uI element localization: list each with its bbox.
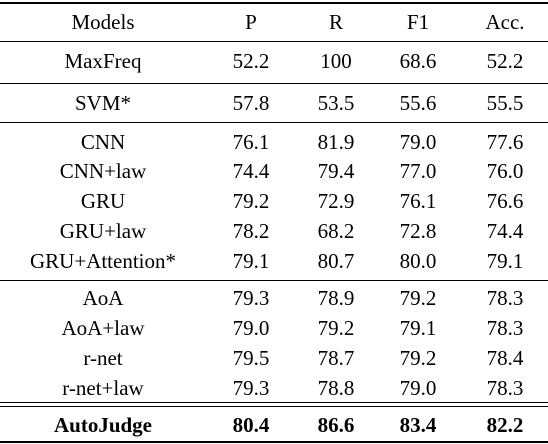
metric-value: 78.4	[486, 346, 524, 370]
metric-value: 79.0	[399, 130, 437, 154]
metric-value: 100	[320, 49, 352, 73]
metric-value: 52.2	[232, 49, 270, 73]
metric-value: 79.2	[317, 316, 355, 340]
metric-value: 82.2	[486, 413, 524, 437]
model-name: AutoJudge	[53, 413, 153, 437]
model-name: AoA	[82, 286, 124, 310]
metric-value: 79.2	[399, 286, 437, 310]
metric-value: 53.5	[317, 91, 355, 115]
column-header: Models	[71, 10, 135, 34]
double-rule	[0, 406, 548, 407]
model-name: r-net	[83, 346, 123, 370]
metric-value: 72.8	[399, 219, 437, 243]
metric-value: 79.3	[232, 376, 270, 400]
column-header: P	[245, 10, 257, 34]
metric-value: 74.4	[486, 219, 524, 243]
column-header: R	[328, 10, 344, 34]
metric-value: 76.0	[486, 159, 524, 183]
metric-value: 79.5	[232, 346, 270, 370]
metric-value: 72.9	[317, 189, 355, 213]
metric-value: 79.1	[486, 249, 524, 273]
metric-value: 78.3	[486, 286, 524, 310]
column-header: Acc.	[485, 10, 525, 34]
metric-value: 79.0	[232, 316, 270, 340]
metric-value: 76.6	[486, 189, 524, 213]
group-rule	[0, 83, 548, 84]
group-rule	[0, 280, 548, 281]
group-rule	[0, 122, 548, 123]
model-name: GRU+Attention*	[29, 249, 177, 273]
metric-value: 78.3	[486, 376, 524, 400]
metric-value: 52.2	[486, 49, 524, 73]
metric-value: 79.1	[232, 249, 270, 273]
double-rule	[0, 402, 548, 403]
metric-value: 80.0	[399, 249, 437, 273]
metric-value: 78.9	[317, 286, 355, 310]
bottom-rule	[0, 441, 548, 443]
metric-value: 79.1	[399, 316, 437, 340]
metric-value: 86.6	[317, 413, 355, 437]
metric-value: 83.4	[399, 413, 437, 437]
metric-value: 79.2	[399, 346, 437, 370]
metric-value: 78.8	[317, 376, 355, 400]
metric-value: 79.0	[399, 376, 437, 400]
model-name: r-net+law	[62, 376, 144, 400]
metric-value: 76.1	[232, 130, 270, 154]
metric-value: 55.6	[399, 91, 437, 115]
metric-value: 81.9	[317, 130, 355, 154]
metric-value: 78.7	[317, 346, 355, 370]
model-name: SVM*	[74, 91, 132, 115]
metric-value: 57.8	[232, 91, 270, 115]
metric-value: 77.6	[486, 130, 524, 154]
metric-value: 79.2	[232, 189, 270, 213]
header-rule	[0, 41, 548, 42]
metric-value: 68.6	[399, 49, 437, 73]
metric-value: 77.0	[399, 159, 437, 183]
model-name: MaxFreq	[64, 49, 142, 73]
model-name: AoA+law	[61, 316, 145, 340]
metric-value: 80.7	[317, 249, 355, 273]
metric-value: 79.4	[317, 159, 355, 183]
metric-value: 78.2	[232, 219, 270, 243]
model-name: CNN	[80, 130, 126, 154]
metric-value: 78.3	[486, 316, 524, 340]
metric-value: 76.1	[399, 189, 437, 213]
metric-value: 55.5	[486, 91, 524, 115]
metric-value: 79.3	[232, 286, 270, 310]
model-name: GRU+law	[59, 219, 147, 243]
top-rule	[0, 2, 548, 4]
model-name: GRU	[80, 189, 126, 213]
metric-value: 80.4	[232, 413, 270, 437]
column-header: F1	[406, 10, 430, 34]
metric-value: 74.4	[232, 159, 270, 183]
model-name: CNN+law	[59, 159, 147, 183]
metric-value: 68.2	[317, 219, 355, 243]
